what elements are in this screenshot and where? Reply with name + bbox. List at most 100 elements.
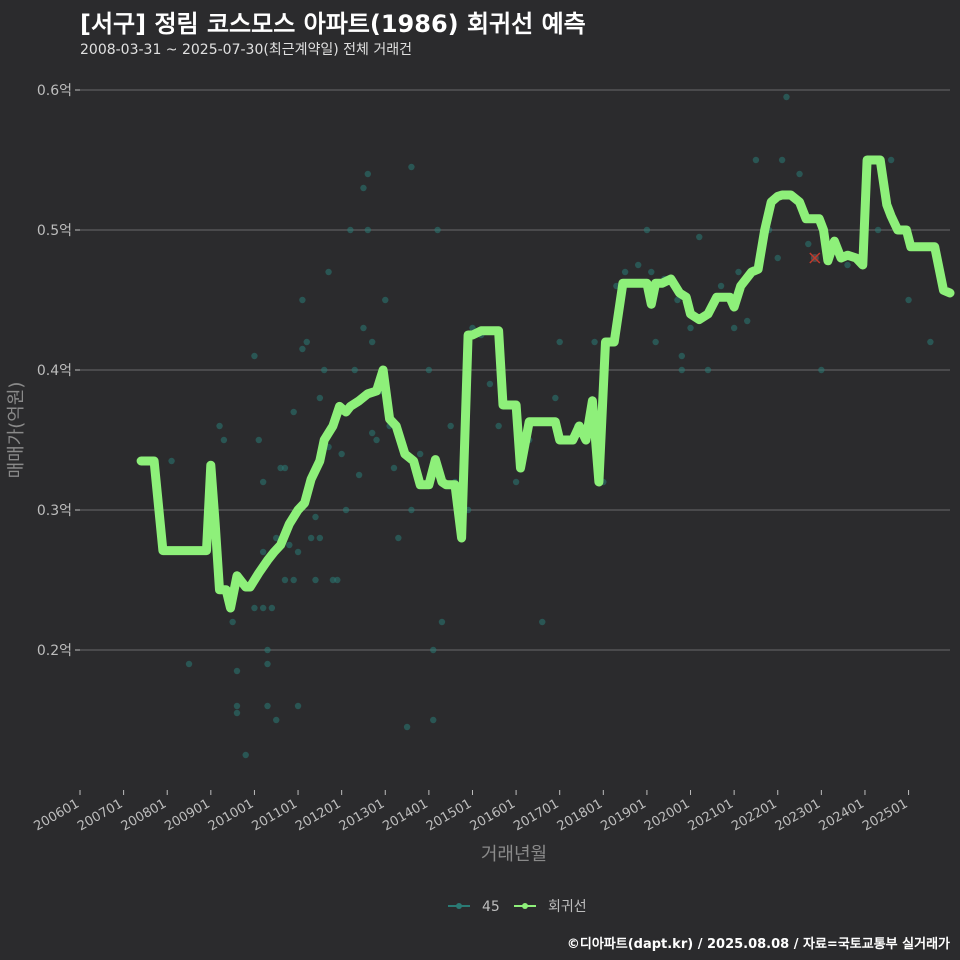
data-point-36	[312, 576, 319, 584]
data-point-20	[268, 604, 276, 612]
data-point-79	[539, 618, 546, 626]
data-point-90	[652, 338, 659, 346]
data-point-66	[430, 646, 437, 654]
legend-swatch-dot-0	[456, 903, 462, 909]
data-point-64	[416, 450, 424, 458]
data-point-53	[368, 338, 376, 346]
x-tick-label-12: 201801	[555, 796, 605, 834]
x-axis-label: 거래년월	[481, 844, 547, 865]
data-point-38	[316, 394, 324, 402]
data-point-24	[281, 464, 289, 472]
data-point-12	[251, 352, 258, 360]
data-point-96	[696, 233, 703, 241]
x-tick-label-0: 200601	[32, 796, 82, 834]
x-tick-label-13: 201901	[598, 796, 648, 834]
data-point-67	[434, 226, 441, 234]
data-point-62	[408, 163, 415, 171]
data-point-69	[438, 618, 446, 626]
x-tick-label-19: 202501	[860, 796, 910, 834]
data-point-87	[634, 261, 642, 269]
data-point-115	[905, 296, 912, 304]
x-tick-label-18: 202401	[816, 796, 866, 834]
data-point-43	[334, 576, 341, 584]
data-point-51	[364, 170, 372, 178]
data-point-45	[342, 506, 350, 514]
y-tick-label-0: 0.2억	[37, 643, 72, 659]
data-point-60	[395, 534, 402, 542]
data-point-70	[447, 422, 454, 430]
data-point-57	[382, 296, 389, 304]
data-point-93	[678, 352, 686, 360]
data-point-8	[233, 667, 241, 675]
y-tick-label-1: 0.3억	[37, 503, 72, 519]
data-point-97	[704, 366, 712, 374]
data-point-81	[556, 338, 563, 346]
data-point-65	[425, 366, 433, 374]
x-tick-label-4: 201001	[206, 796, 256, 834]
data-point-100	[735, 268, 742, 276]
x-tick-label-9: 201501	[424, 796, 474, 834]
marker-x-b-0	[809, 252, 821, 264]
data-point-89	[648, 268, 655, 276]
x-tick-label-2: 200801	[119, 796, 169, 834]
data-point-116	[927, 338, 934, 346]
data-point-31	[299, 345, 306, 353]
data-point-13	[255, 436, 262, 444]
x-tick-label-1: 200701	[75, 796, 125, 834]
data-point-25	[281, 576, 289, 584]
data-point-1	[185, 660, 193, 668]
data-point-15	[259, 548, 267, 556]
data-point-40	[325, 268, 332, 276]
data-point-102	[752, 156, 760, 164]
data-point-63	[408, 506, 415, 514]
data-point-47	[351, 366, 358, 374]
data-point-61	[403, 723, 411, 731]
legend-label-0: 45	[482, 899, 500, 915]
data-point-30	[294, 702, 302, 710]
data-point-48	[355, 471, 363, 479]
marker-latest-transaction	[809, 252, 821, 264]
data-point-104	[774, 254, 781, 262]
regression-line	[136, 155, 955, 613]
y-axis-label: 매매가(억원)	[6, 382, 27, 479]
data-point-5	[229, 618, 236, 626]
data-point-46	[347, 226, 354, 234]
data-point-29	[294, 548, 302, 556]
x-tick-label-14: 202001	[642, 796, 692, 834]
data-point-28	[290, 576, 297, 584]
data-point-113	[874, 226, 882, 234]
data-point-108	[805, 240, 812, 248]
highlight-markers	[809, 252, 821, 264]
data-point-107	[796, 170, 803, 178]
data-point-76	[495, 422, 502, 430]
data-point-98	[717, 282, 725, 290]
data-point-95	[687, 324, 694, 332]
data-point-101	[744, 317, 751, 325]
data-point-83	[591, 338, 598, 346]
data-point-106	[783, 93, 790, 101]
data-point-86	[621, 268, 629, 276]
data-point-49	[360, 184, 367, 192]
regression-line-path	[136, 155, 955, 613]
data-point-111	[844, 261, 851, 269]
data-point-18	[264, 646, 271, 654]
grid-lines	[80, 89, 950, 651]
data-point-94	[678, 366, 686, 374]
data-point-39	[321, 366, 328, 374]
chart-title: [서구] 정림 코스모스 아파트(1986) 회귀선 예측	[80, 10, 586, 38]
chart-subtitle: 2008-03-31 ~ 2025-07-30(최근계약일) 전체 거래건	[80, 42, 412, 58]
data-point-50	[360, 324, 367, 332]
data-point-0	[168, 457, 175, 465]
data-point-55	[373, 436, 380, 444]
y-tick-label-4: 0.6억	[37, 83, 72, 99]
y-tick-label-2: 0.4억	[37, 363, 72, 379]
data-point-10	[251, 604, 258, 612]
data-point-32	[299, 296, 306, 304]
data-point-22	[273, 534, 280, 542]
data-point-16	[259, 604, 267, 612]
data-point-7	[233, 709, 241, 717]
x-tick-label-16: 202201	[729, 796, 779, 834]
legend: 45 회귀선	[448, 899, 587, 915]
x-tick-label-7: 201301	[337, 796, 387, 834]
